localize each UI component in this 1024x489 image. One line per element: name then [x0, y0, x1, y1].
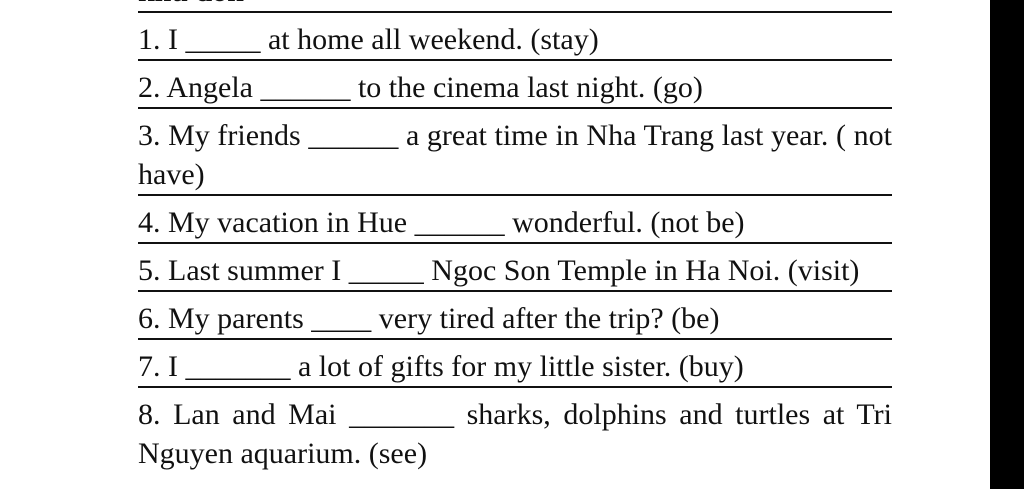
side-black-bar	[990, 0, 1024, 489]
section-heading: khu don	[138, 0, 892, 13]
exercise-item-4: 4. My vacation in Hue ______ wonderful. …	[138, 196, 892, 244]
exercise-item-3: 3. My friends ______ a great time in Nha…	[138, 109, 892, 196]
exercise-item-5: 5. Last summer I _____ Ngoc Son Temple i…	[138, 244, 892, 292]
exercise-item-1: 1. I _____ at home all weekend. (stay)	[138, 13, 892, 61]
exercise-item-8: 8. Lan and Mai _______ sharks, dolphins …	[138, 398, 892, 470]
exercise-item-7: 7. I _______ a lot of gifts for my littl…	[138, 340, 892, 388]
exercise-item-2: 2. Angela ______ to the cinema last nigh…	[138, 61, 892, 109]
exercise-sheet: khu don 1. I _____ at home all weekend. …	[138, 0, 892, 473]
exercise-item-6: 6. My parents ____ very tired after the …	[138, 292, 892, 340]
